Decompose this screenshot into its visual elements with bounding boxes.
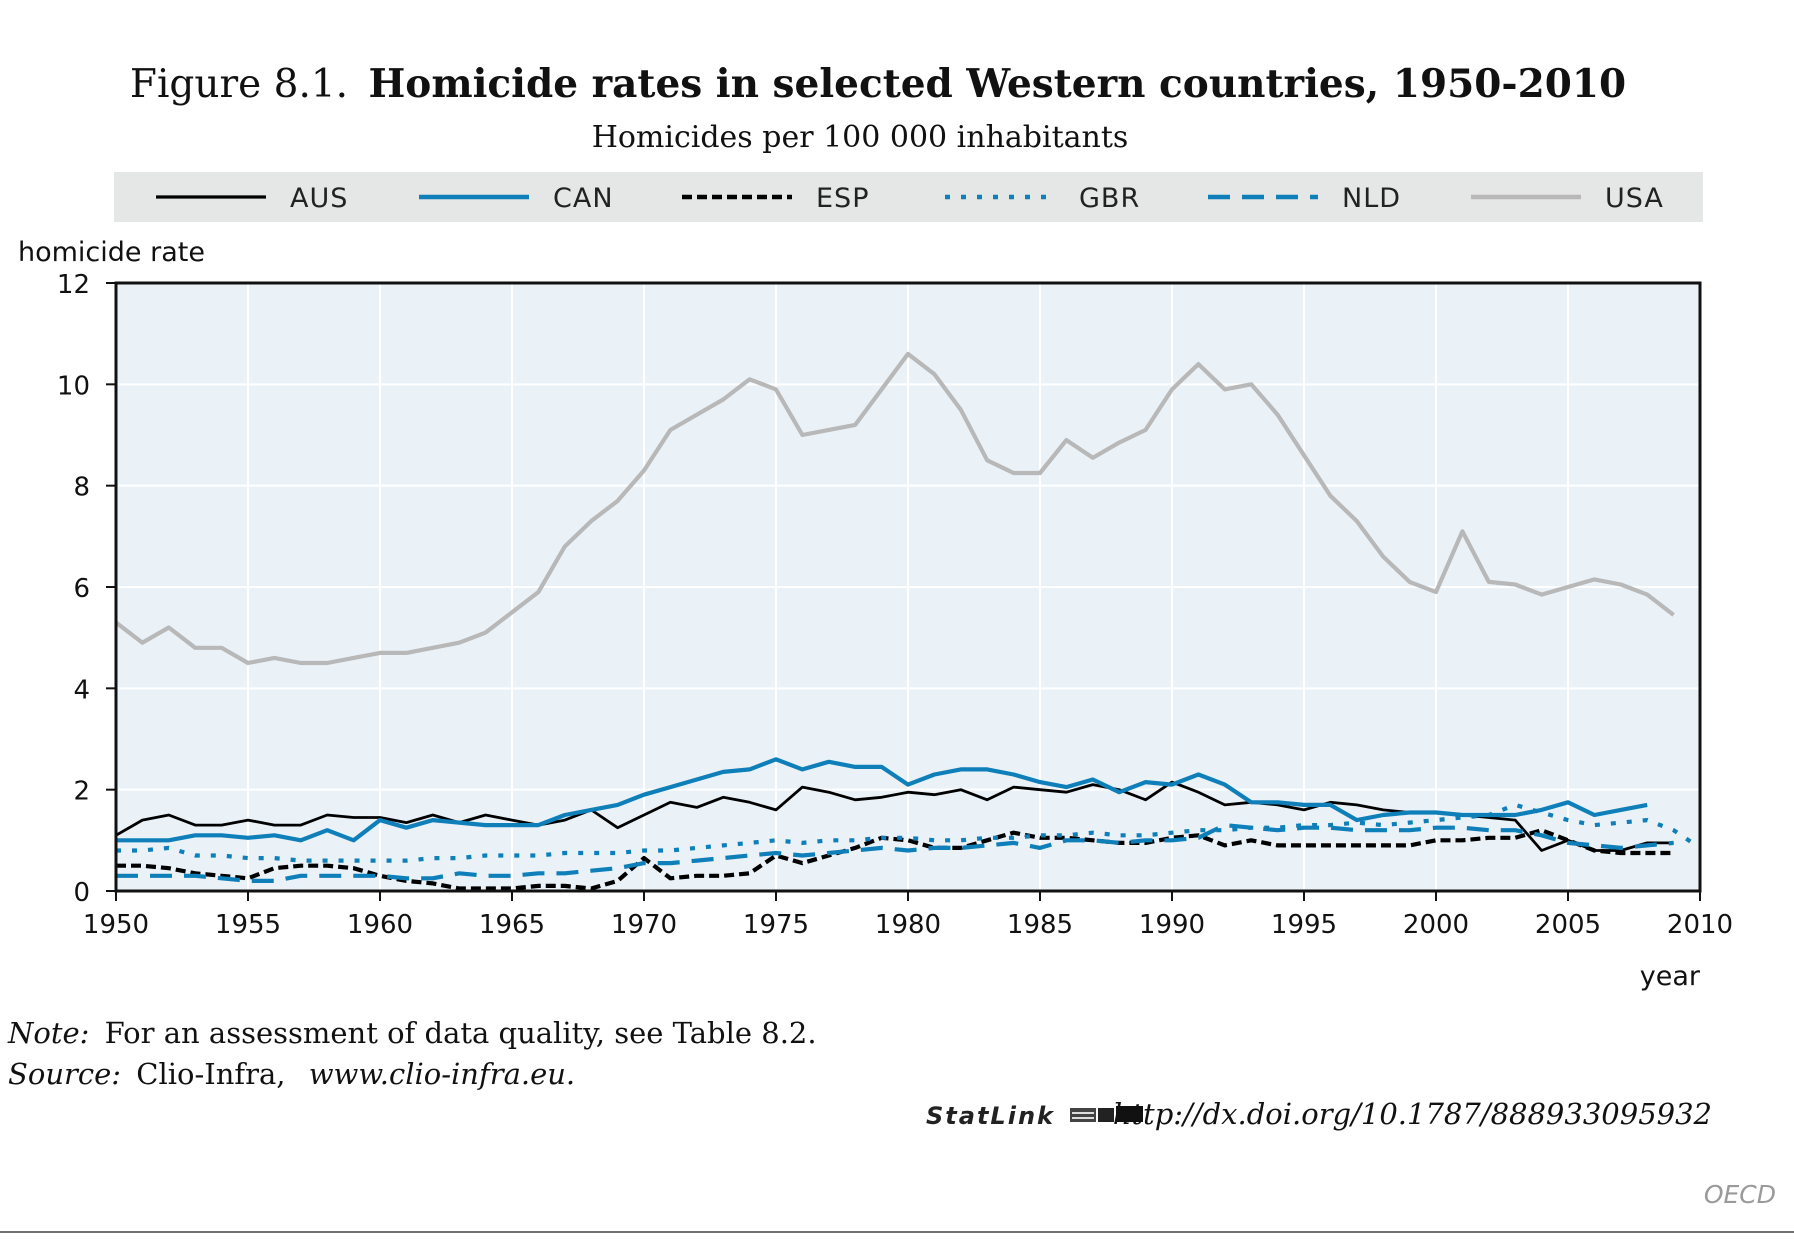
x-tick-label-6: 1980	[875, 910, 941, 940]
series-lines	[114, 351, 1702, 891]
series-line-esp	[116, 828, 1674, 891]
y-tick-label-6: 12	[57, 270, 90, 300]
source-url[interactable]: www.clio-infra.eu.	[309, 1057, 575, 1091]
source-text: Clio-Infra,	[136, 1057, 285, 1091]
x-axis-ticks: 1950 1955 1960 1965 1970 1975 1980 1985 1990 1995…	[83, 891, 1733, 940]
x-tick-label-8: 1990	[1139, 910, 1205, 940]
y-tick-label-0: 0	[73, 878, 90, 908]
x-tick-label-10: 2000	[1403, 910, 1469, 940]
y-tick-label-4: 8	[73, 473, 90, 503]
source-label: Source:	[8, 1057, 121, 1091]
figure-subtitle: Homicides per 100 000 inhabitants	[592, 120, 1129, 155]
legend: AUS CAN ESP GBR NLD USA	[156, 183, 1664, 214]
statlink-label: StatLink	[926, 1102, 1055, 1130]
x-tick-label-7: 1985	[1007, 910, 1073, 940]
x-tick-label-0: 1950	[83, 910, 149, 940]
note-line: Note: For an assessment of data quality,…	[7, 1016, 817, 1050]
source-line: Source: Clio-Infra, www.clio-infra.eu.	[8, 1057, 575, 1091]
legend-label-usa: USA	[1605, 183, 1664, 214]
figure-label: Figure 8.1.	[130, 62, 348, 107]
legend-label-gbr: GBR	[1079, 183, 1140, 214]
y-tick-label-3: 6	[73, 574, 90, 604]
series-line-can	[116, 757, 1648, 843]
legend-label-can: CAN	[553, 183, 614, 214]
x-tick-label-4: 1970	[611, 910, 677, 940]
x-tick-label-9: 1995	[1271, 910, 1337, 940]
series-line-nld	[116, 822, 1674, 884]
oecd-watermark: OECD	[1704, 1180, 1776, 1209]
x-tick-label-12: 2010	[1667, 910, 1733, 940]
y-tick-label-5: 10	[57, 371, 90, 401]
x-tick-label-5: 1975	[743, 910, 809, 940]
y-axis-ticks: 0 2 4 6 8 10 12	[57, 270, 116, 908]
x-tick-label-2: 1960	[347, 910, 413, 940]
x-tick-label-3: 1965	[479, 910, 545, 940]
note-text: For an assessment of data quality, see T…	[105, 1016, 817, 1050]
x-axis-label: year	[1640, 961, 1701, 992]
figure-title-text: Homicide rates in selected Western count…	[368, 61, 1626, 107]
y-tick-label-1: 2	[73, 777, 90, 807]
y-axis-label: homicide rate	[18, 237, 205, 268]
y-tick-label-2: 4	[73, 675, 90, 705]
legend-label-nld: NLD	[1342, 183, 1401, 214]
figure-title: Figure 8.1. Homicide rates in selected W…	[130, 61, 1626, 107]
series-line-usa	[114, 351, 1675, 666]
legend-label-esp: ESP	[816, 183, 869, 214]
x-tick-label-1: 1955	[215, 910, 281, 940]
statlink-icon	[1070, 1106, 1143, 1122]
statlink-url[interactable]: http://dx.doi.org/10.1787/888933095932	[1113, 1097, 1712, 1131]
note-label: Note:	[7, 1016, 89, 1050]
x-tick-label-11: 2005	[1535, 910, 1601, 940]
legend-label-aus: AUS	[290, 183, 348, 214]
legend-band	[114, 172, 1703, 222]
